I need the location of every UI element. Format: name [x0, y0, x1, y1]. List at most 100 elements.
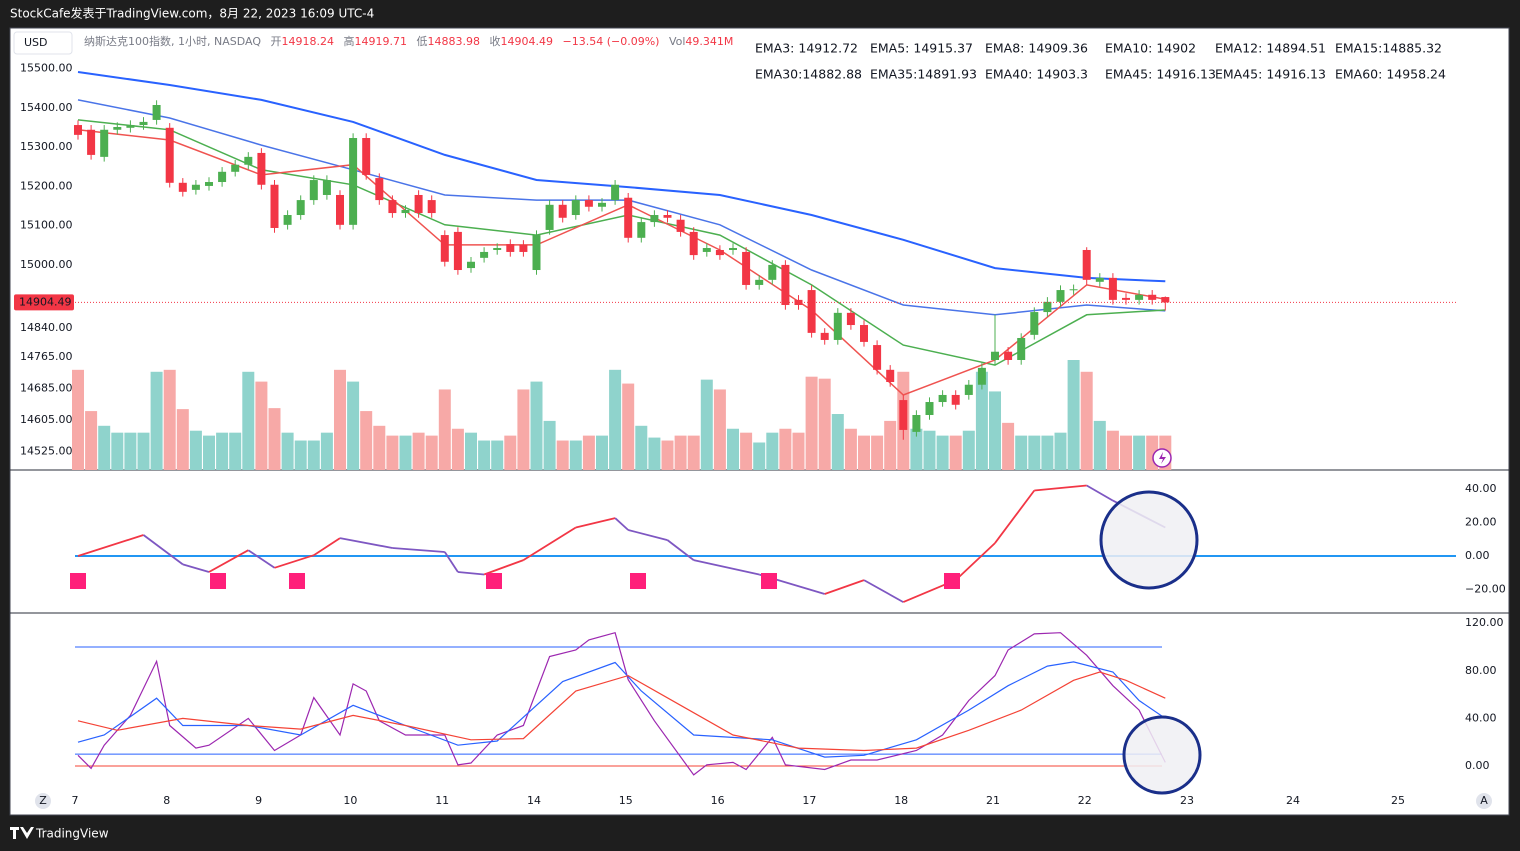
candle-body [336, 194, 344, 225]
oscillator-segment [1086, 484, 1114, 502]
volume-bar [1106, 430, 1119, 470]
x-tick-label: 24 [1286, 794, 1300, 807]
candle-body [244, 156, 253, 165]
volume-bar [844, 428, 857, 470]
ema-legend-entry: EMA15:14885.32 [1335, 41, 1442, 56]
open-value: 14918.24 [281, 35, 334, 48]
candle-body [401, 209, 410, 214]
candle-body [493, 248, 502, 250]
x-tick-label: 10 [343, 794, 357, 807]
candle-body [689, 231, 698, 256]
candle-body [1095, 277, 1104, 282]
y-tick-label: 40.00 [1465, 711, 1497, 724]
last-price-label: 14904.49 [19, 295, 72, 308]
candle-body [637, 222, 646, 238]
candle-body [912, 414, 921, 432]
candle-body [964, 384, 973, 395]
ema-legend-entry: EMA3: 14912.72 [755, 41, 858, 56]
volume-label: Vol [669, 35, 685, 48]
candle-body [1069, 289, 1078, 291]
candle-body [558, 204, 567, 218]
x-tick-label: 18 [894, 794, 908, 807]
volume-bar [334, 369, 346, 470]
volume-bar [451, 428, 464, 470]
candle-body [480, 251, 489, 258]
highlight-circle [1099, 490, 1199, 590]
volume-bar [1080, 371, 1093, 470]
oscillator-segment [208, 549, 249, 573]
y-tick-label: 15500.00 [20, 61, 73, 74]
candle-body [414, 194, 423, 214]
volume-bar [661, 440, 674, 470]
signal-marker [289, 573, 305, 589]
oscillator-segment [693, 559, 760, 576]
ema-legend-entry: EMA5: 14915.37 [870, 41, 973, 56]
x-tick-label: 17 [802, 794, 816, 807]
volume-bar [347, 381, 360, 470]
volume-bar [307, 440, 320, 470]
alert-bolt [1159, 452, 1166, 464]
signal-marker [70, 573, 86, 589]
publish-title: StockCafe发表于TradingView.com，8月 22, 2023 … [10, 6, 374, 21]
candle-body [532, 235, 541, 271]
x-tick-label: 14 [527, 794, 541, 807]
candle-body [1056, 290, 1065, 302]
volume-bar [923, 430, 936, 470]
volume-bar [255, 381, 268, 470]
candle-body [218, 171, 227, 183]
candle-body [191, 184, 200, 190]
oscillator-segment [142, 534, 184, 566]
currency-button[interactable] [13, 31, 73, 55]
candle-body [506, 244, 515, 252]
zoom-label[interactable]: Z [39, 794, 47, 807]
volume-bar [373, 425, 386, 470]
oscillator-segment [457, 571, 485, 576]
ema-legend-entry: EMA35:14891.93 [870, 67, 977, 82]
oscillator-segment [339, 537, 393, 549]
y-tick-label: 15100.00 [20, 219, 73, 232]
oscillator-segment [444, 551, 459, 573]
y-tick-label: 15400.00 [20, 101, 73, 114]
candle-body [663, 215, 672, 218]
volume-bar [727, 428, 739, 470]
volume-bar [858, 435, 870, 470]
volume-bar [124, 432, 137, 470]
auto-label[interactable]: A [1480, 794, 1488, 807]
volume-bar [1120, 435, 1132, 470]
volume-bar [491, 440, 504, 470]
signal-marker [486, 573, 502, 589]
candle-body [571, 200, 580, 216]
x-tick-label: 25 [1391, 794, 1405, 807]
candle-body [1108, 277, 1117, 300]
candle-body [349, 138, 358, 225]
volume-bar [766, 432, 779, 470]
y-tick-label: 0.00 [1465, 549, 1490, 562]
currency-label[interactable]: USD [24, 36, 48, 49]
x-tick-label: 9 [255, 794, 262, 807]
oscillator-segment [313, 537, 341, 556]
candle-body [991, 351, 999, 360]
volume-bar [98, 425, 111, 470]
signal-marker [210, 573, 226, 589]
candle-body [178, 182, 187, 192]
auto-button[interactable] [1476, 793, 1492, 809]
x-tick-label: 16 [711, 794, 725, 807]
volume-bar [556, 440, 569, 470]
volume-bar [85, 411, 98, 470]
candle-body [467, 261, 475, 269]
x-tick-label: 21 [986, 794, 1000, 807]
indicator-line [77, 671, 1166, 752]
candle-body [951, 394, 960, 405]
volume-bar [229, 432, 242, 470]
symbol: 纳斯达克100指数, 1小时, NASDAQ [84, 34, 261, 48]
zoom-button[interactable] [35, 793, 51, 809]
y-tick-label: 120.00 [1465, 616, 1504, 629]
signal-marker [630, 573, 646, 589]
oscillator-segment [522, 526, 577, 561]
candle-body [729, 248, 737, 250]
candle-body [427, 200, 436, 214]
x-tick-label: 15 [619, 794, 633, 807]
candle-body [231, 164, 240, 172]
candle-body [860, 325, 868, 342]
